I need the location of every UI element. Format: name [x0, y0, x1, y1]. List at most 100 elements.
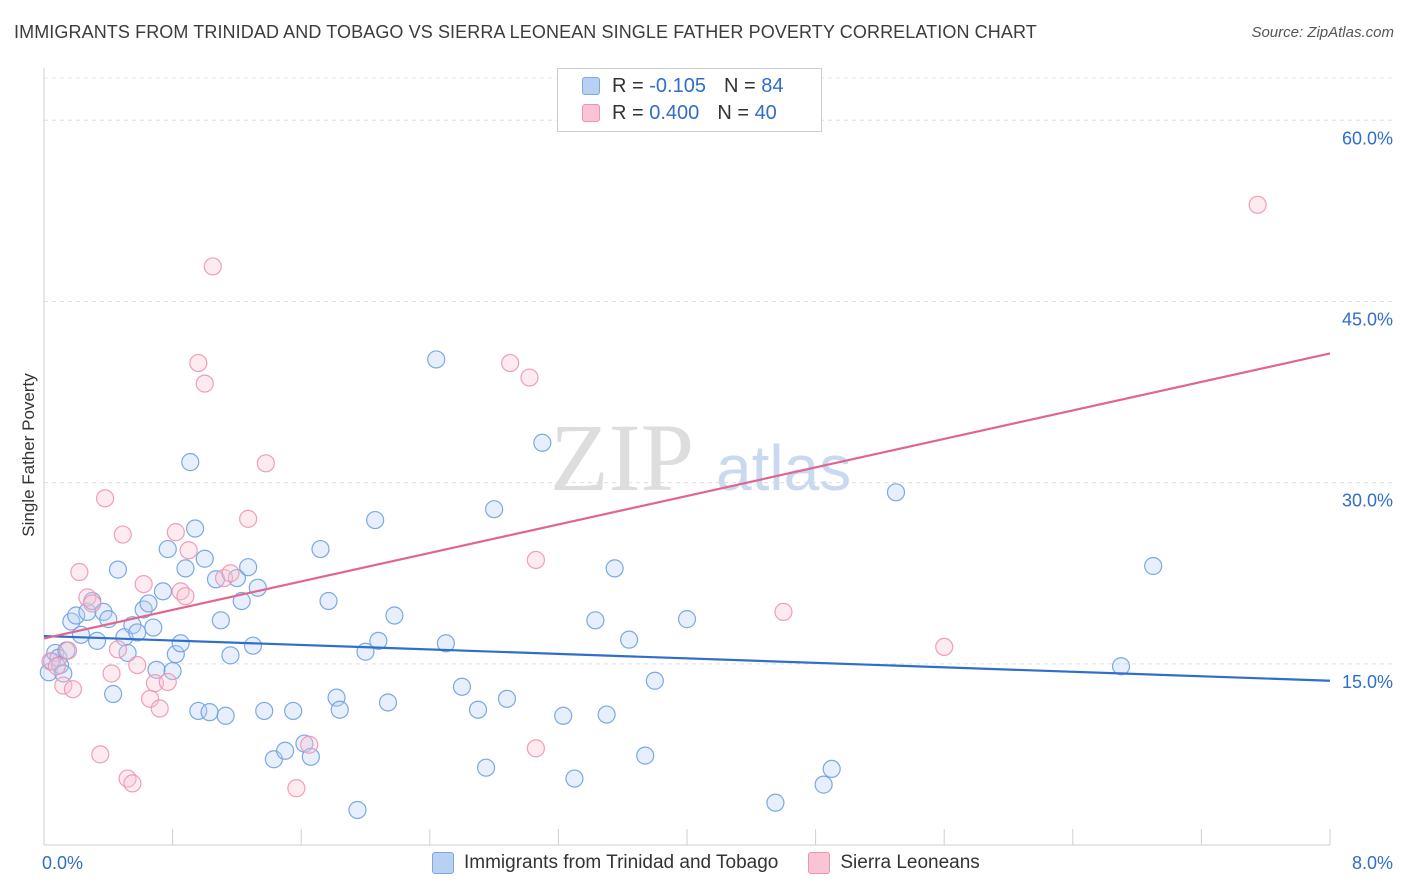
trinidad-point: [369, 631, 388, 650]
sierra-leonean-point: [128, 655, 147, 675]
y-tick-label: 60.0%: [1342, 128, 1393, 148]
sierra-leonean-point: [239, 509, 258, 528]
trinidad-point: [565, 769, 584, 788]
trinidad-point: [330, 700, 349, 719]
blue-points: [39, 350, 1163, 820]
trinidad-point: [221, 646, 240, 665]
trinidad-point: [677, 610, 697, 629]
sierra-leonean-point: [189, 353, 208, 373]
trinidad-point: [248, 578, 267, 597]
trinidad-point: [1111, 657, 1131, 676]
trinidad-point: [385, 606, 404, 625]
trinidad-point: [200, 703, 219, 722]
sierra-leonean-point: [102, 664, 121, 683]
trinidad-point: [153, 582, 173, 601]
trinidad-point: [327, 688, 346, 707]
trinidad-point: [118, 643, 137, 663]
trinidad-point: [139, 594, 158, 613]
legend-label-sierra-leoneans: Sierra Leoneans: [840, 852, 980, 873]
trinidad-point: [533, 433, 552, 452]
trinidad-point: [166, 645, 185, 664]
blue-swatch: [582, 77, 600, 95]
sierra-leonean-point: [501, 353, 520, 373]
trinidad-point: [436, 634, 455, 653]
legend-row-blue: R = -0.105 N = 84: [582, 74, 783, 98]
blue-r-value: -0.105: [649, 74, 706, 97]
trinidad-point: [427, 350, 446, 369]
trinidad-trend-line: [43, 634, 1331, 682]
trinidad-point: [452, 677, 472, 696]
chart-title: IMMIGRANTS FROM TRINIDAD AND TOBAGO VS S…: [14, 22, 1037, 42]
trinidad-point: [284, 701, 303, 721]
n-label: N =: [717, 101, 749, 124]
sierra-leonean-point: [108, 640, 128, 659]
sierra-leonean-point: [158, 672, 177, 692]
trinidad-point: [886, 483, 906, 502]
trinidad-point: [87, 631, 107, 650]
trinidad-point: [636, 746, 655, 765]
sierra-leonean-point: [54, 676, 73, 695]
sierra-leonean-point: [145, 674, 165, 693]
sierra-leonean-trend-line: [43, 352, 1331, 640]
legend-row-pink: R = 0.400 N = 40: [582, 101, 777, 125]
sierra-leonean-point: [95, 489, 115, 508]
n-label: N =: [723, 74, 756, 97]
y-tick-label: 45.0%: [1342, 309, 1393, 329]
y-tick-label: 15.0%: [1342, 672, 1393, 692]
trinidad-point: [181, 453, 200, 472]
sierra-leonean-point: [166, 523, 185, 542]
trinidad-point: [62, 612, 81, 631]
sierra-leonean-point: [520, 368, 539, 387]
legend-label-trinidad: Immigrants from Trinidad and Tobago: [464, 852, 779, 873]
trinidad-point: [195, 549, 214, 568]
trinidad-point: [497, 689, 517, 708]
blue-n-value: 84: [761, 74, 784, 97]
sierra-leonean-point: [47, 657, 66, 676]
trinidad-point: [814, 775, 833, 794]
sierra-leonean-point: [176, 587, 195, 606]
sierra-leonean-point: [195, 374, 214, 393]
legend-item-sierra-leoneans[interactable]: Sierra Leoneans: [808, 852, 980, 874]
trinidad-point: [822, 759, 841, 779]
trinidad-point: [232, 591, 251, 611]
sierra-leonean-point: [287, 779, 306, 798]
y-tick-label: 30.0%: [1342, 491, 1393, 511]
sierra-leonean-point: [78, 588, 97, 607]
trinidad-point: [276, 741, 295, 760]
y-axis-label: Single Father Poverty: [19, 373, 38, 537]
trinidad-point: [104, 684, 123, 704]
trinidad-point: [239, 558, 258, 577]
trend-lines: [43, 352, 1331, 682]
trinidad-point: [78, 602, 97, 621]
sierra-leonean-point: [221, 564, 240, 583]
r-label: R =: [612, 74, 644, 97]
legend-item-trinidad[interactable]: Immigrants from Trinidad and Tobago: [432, 852, 778, 874]
trinidad-point: [67, 606, 86, 625]
trinidad-point: [645, 671, 664, 690]
trinidad-point: [620, 630, 639, 649]
sierra-leonean-point: [1248, 195, 1267, 214]
trinidad-point: [366, 510, 385, 530]
trinidad-point: [1144, 556, 1163, 576]
trinidad-point: [554, 706, 573, 725]
trinidad-point: [605, 559, 624, 578]
trinidad-point: [348, 800, 367, 820]
pink-points: [41, 195, 1267, 798]
tick-labels: 15.0% 30.0% 45.0% 60.0% 0.0% 8.0%: [42, 128, 1393, 873]
trinidad-point: [597, 705, 616, 724]
sierra-leonean-point: [113, 525, 132, 544]
sierra-leonean-point: [935, 637, 954, 657]
trinidad-point: [311, 539, 330, 559]
sierra-leonean-point: [256, 454, 275, 473]
trinidad-point: [134, 600, 153, 619]
trinidad-point: [485, 500, 504, 519]
sierra-leonean-point: [526, 550, 545, 570]
sierra-leonean-point: [526, 739, 545, 758]
trinidad-point: [144, 618, 163, 637]
sierra-leonean-point: [774, 602, 793, 621]
sierra-leonean-point: [203, 257, 222, 276]
trinidad-point: [476, 758, 496, 777]
trinidad-point: [766, 793, 785, 812]
trinidad-point: [176, 559, 195, 578]
